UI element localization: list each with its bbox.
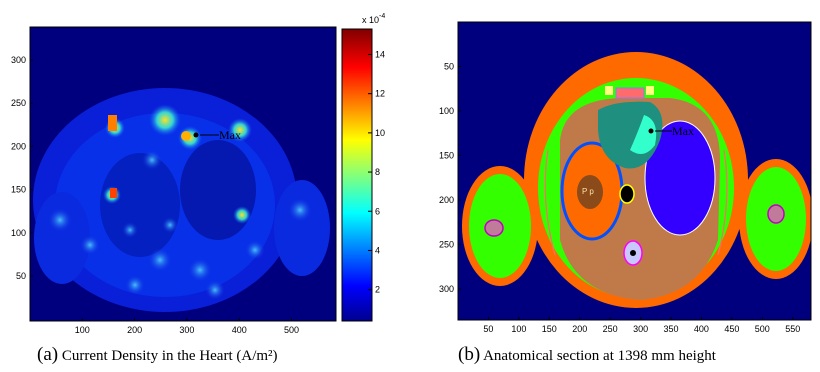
hotspot: [288, 198, 312, 222]
section-x-tick-label: 400: [694, 324, 709, 334]
hotspot: [245, 240, 265, 260]
caption-a-label: (a): [37, 344, 59, 365]
section-x-tick-label: 200: [572, 324, 587, 334]
section-x-tick-label: 250: [603, 324, 618, 334]
liver: [577, 175, 603, 209]
left-arm-region: [34, 192, 90, 284]
density-map-y-tick-label: 100: [11, 228, 26, 238]
caption-b: (b) Anatomical section at 1398 mm height: [458, 344, 716, 366]
caption-b-label: (b): [458, 344, 481, 365]
section-y-tick-label: 100: [439, 106, 454, 116]
hotspot: [48, 208, 72, 232]
section-y-tick-label: 300: [439, 284, 454, 294]
lung-right-region: [180, 140, 256, 240]
colorbar: [341, 28, 373, 322]
hotspot: [228, 118, 252, 142]
colorbar-tick-label: 6: [375, 206, 380, 216]
density-map-frame: [29, 26, 337, 322]
section-x-tick-label: 300: [633, 324, 648, 334]
hotspot: [125, 275, 145, 295]
section-x-tick-label: 350: [664, 324, 679, 334]
hotspot: [122, 222, 138, 238]
max-annotation: Max: [672, 124, 694, 138]
section-y-tick-label: 200: [439, 195, 454, 205]
hotspot: [205, 280, 225, 300]
clavicle-right: [646, 86, 654, 95]
density-map-x-tick-label: 200: [127, 325, 142, 335]
section-y-tick-label: 50: [444, 61, 454, 71]
density-map: [33, 88, 330, 312]
section-image: P p: [462, 52, 811, 308]
hotspot: [162, 217, 178, 233]
anatomical-section-panel: P p Max 50 100 150 200 250 300 350 400 450 500 550…: [439, 21, 812, 334]
density-map-y-tick-label: 150: [11, 185, 26, 195]
section-x-tick-label: 450: [724, 324, 739, 334]
heart-hotspot: [181, 131, 191, 141]
caption-b-text: Anatomical section at 1398 mm height: [483, 348, 716, 364]
hotspot: [80, 235, 100, 255]
density-map-x-tick-label: 400: [232, 325, 247, 335]
section-y-tick-label: 250: [439, 239, 454, 249]
colorbar-exponent: x 10-4: [362, 13, 385, 25]
section-x-tick-label: 100: [511, 324, 526, 334]
caption-a: (a) Current Density in the Heart (A/m²): [37, 344, 278, 366]
colorbar-tick-label: 14: [375, 49, 385, 59]
hotspot: [148, 248, 172, 272]
section-x-tick-label: 150: [542, 324, 557, 334]
colorbar-tick-label: 8: [375, 167, 380, 177]
current-density-panel: Max 100 200 300 400 500 50 100 150 200 250 300 x 1…: [11, 13, 385, 335]
lung-left-region: [100, 153, 180, 257]
hotspot: [142, 150, 162, 170]
section-x-tick-label: 500: [755, 324, 770, 334]
section-y-tick-label: 150: [439, 150, 454, 160]
caption-a-unit: (A/m²): [236, 348, 278, 364]
clavicle-left: [605, 86, 613, 95]
hotspot: [233, 206, 251, 224]
density-map-y-tick-label: 50: [16, 271, 26, 281]
max-marker: [193, 132, 199, 138]
max-marker: [648, 128, 654, 134]
right-arm-region: [274, 180, 330, 276]
organ-label: P p: [582, 187, 594, 196]
colorbar-tick-label: 10: [375, 128, 385, 138]
left-rib-hotspot: [110, 188, 117, 198]
heart-ventricle: [630, 115, 657, 154]
colorbar-tick-label: 2: [375, 285, 380, 295]
hotspot: [149, 104, 181, 136]
left-arm-bone: [484, 219, 504, 237]
aorta: [619, 184, 635, 204]
spinal-cord: [630, 250, 636, 256]
caption-a-text: Current Density in the Heart: [61, 348, 233, 364]
max-annotation: Max: [219, 128, 241, 142]
section-x-tick-label: 550: [785, 324, 800, 334]
sternum: [615, 87, 645, 99]
density-map-y-tick-label: 250: [11, 98, 26, 108]
colorbar-tick-label: 12: [375, 89, 385, 99]
density-map-x-tick-label: 300: [179, 325, 194, 335]
ribs: [717, 149, 728, 256]
density-map-y-tick-label: 300: [11, 55, 26, 65]
hotspot: [188, 258, 212, 282]
density-map-y-tick-label: 200: [11, 141, 26, 151]
right-arm-bone: [767, 204, 785, 224]
right-lung: [644, 120, 716, 236]
section-frame: [457, 21, 812, 321]
density-map-x-tick-label: 500: [284, 325, 299, 335]
ribs: [544, 149, 556, 256]
colorbar-tick-label: 4: [375, 245, 380, 255]
section-x-tick-label: 50: [483, 324, 493, 334]
density-map-x-tick-label: 100: [75, 325, 90, 335]
left-rib-hotspot: [108, 115, 117, 131]
